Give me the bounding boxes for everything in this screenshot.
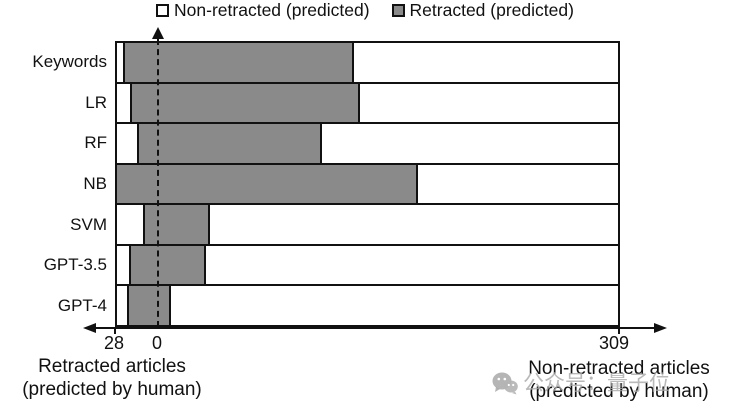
legend: Non-retracted (predicted) Retracted (pre… xyxy=(0,0,730,21)
row-label-lr: LR xyxy=(85,92,107,112)
bar-segment-retracted-predicted-nb xyxy=(115,162,419,206)
tick-label-309: 309 xyxy=(598,333,630,353)
row-label-keywords: Keywords xyxy=(32,52,107,72)
row-label-svm: SVM xyxy=(70,214,107,234)
bar-segment-retracted-predicted-rf xyxy=(136,122,323,165)
plot-area xyxy=(115,41,620,327)
bar-segment-retracted-predicted-lr xyxy=(130,81,360,125)
legend-item-retracted: Retracted (predicted) xyxy=(391,0,574,21)
right-axis-caption-line1: Non-retracted articles xyxy=(528,358,710,379)
retracted-swatch-icon xyxy=(391,4,405,17)
left-axis-caption-line1: Retracted articles xyxy=(38,356,186,377)
bar-segment-retracted-predicted-gpt-3.5 xyxy=(128,243,206,287)
row-label-nb: NB xyxy=(83,174,107,193)
left-axis-caption: Retracted articles (predicted by human) xyxy=(2,355,222,401)
bar-segment-retracted-predicted-keywords xyxy=(122,41,354,84)
tick-label-0: 0 xyxy=(151,333,162,353)
row-divider xyxy=(115,122,620,125)
row-label-gpt-3.5: GPT-3.5 xyxy=(43,255,107,275)
tick-label-28: 28 xyxy=(103,333,125,353)
row-divider xyxy=(115,243,620,246)
bar-segment-retracted-predicted-gpt-4 xyxy=(127,284,172,327)
tick-28 xyxy=(114,327,116,334)
non-retracted-swatch-icon xyxy=(156,4,170,17)
row-label-gpt-4: GPT-4 xyxy=(57,295,107,315)
x-axis-line xyxy=(95,327,655,329)
row-divider xyxy=(115,203,620,206)
tick-309 xyxy=(618,327,620,334)
axis-right-arrowhead-icon xyxy=(654,323,667,333)
row-label-rf: RF xyxy=(84,133,107,153)
legend-label-non-retracted: Non-retracted (predicted) xyxy=(174,0,370,20)
left-axis-caption-line2: (predicted by human) xyxy=(22,379,202,400)
axis-left-arrowhead-icon xyxy=(83,323,96,333)
legend-item-non-retracted: Non-retracted (predicted) xyxy=(156,0,370,21)
legend-label-retracted: Retracted (predicted) xyxy=(409,0,574,20)
right-axis-caption: Non-retracted articles (predicted by hum… xyxy=(508,357,730,403)
row-divider xyxy=(115,284,620,287)
bar-segment-retracted-predicted-svm xyxy=(142,203,211,246)
zero-dashed-line xyxy=(157,39,159,327)
right-axis-caption-line2: (predicted by human) xyxy=(529,381,709,402)
zero-line-arrowhead-icon xyxy=(152,27,164,39)
row-divider xyxy=(115,162,620,165)
row-divider xyxy=(115,81,620,84)
